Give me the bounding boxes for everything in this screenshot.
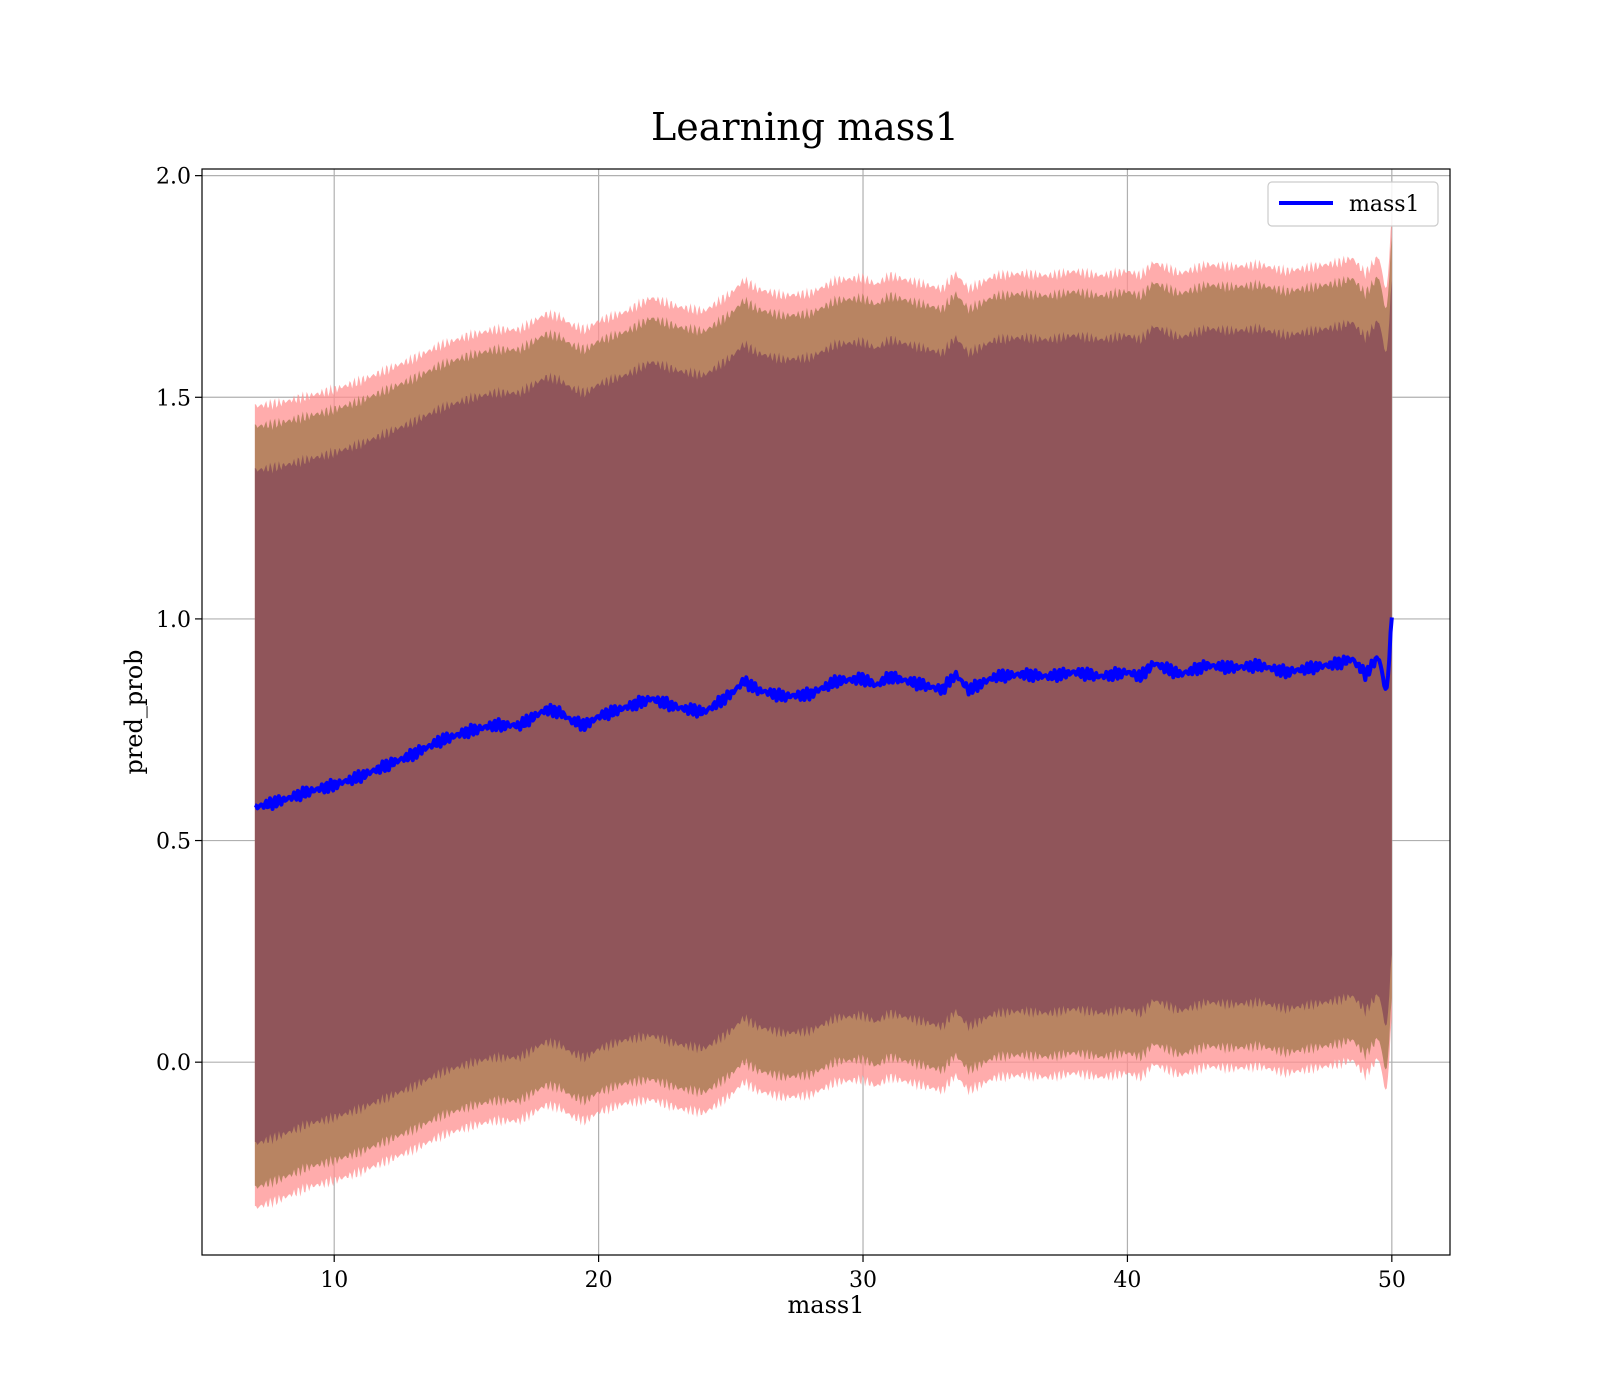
x-axis-label: mass1 <box>788 1291 865 1319</box>
y-tick-label: 2.0 <box>156 165 191 190</box>
legend: mass1 <box>1267 181 1439 227</box>
legend-box <box>1267 181 1439 227</box>
x-tick-label: 20 <box>585 1268 613 1293</box>
y-tick-label: 1.5 <box>156 386 191 411</box>
chart-title: Learning mass1 <box>651 105 959 149</box>
x-tick-label: 50 <box>1378 1268 1406 1293</box>
legend-label: mass1 <box>1349 192 1420 217</box>
y-tick-label: 0.0 <box>156 1051 191 1076</box>
x-tick-label: 30 <box>849 1268 877 1293</box>
series-lines <box>254 617 1394 811</box>
y-tick-label: 1.0 <box>156 608 191 633</box>
x-axis-ticks: 10 20 30 40 50 <box>320 1255 1406 1293</box>
plot-frame <box>201 168 1451 1256</box>
x-tick-label: 10 <box>320 1268 348 1293</box>
series-line-mass1 <box>254 617 1394 811</box>
confidence-bands <box>254 216 1392 1209</box>
y-tick-label: 0.5 <box>156 830 191 855</box>
y-axis-ticks: 0.0 0.5 1.0 1.5 2.0 <box>156 165 202 1076</box>
inner-band <box>254 280 1392 1145</box>
x-tick-label: 40 <box>1113 1268 1141 1293</box>
y-axis-label: pred_prob <box>120 649 148 774</box>
